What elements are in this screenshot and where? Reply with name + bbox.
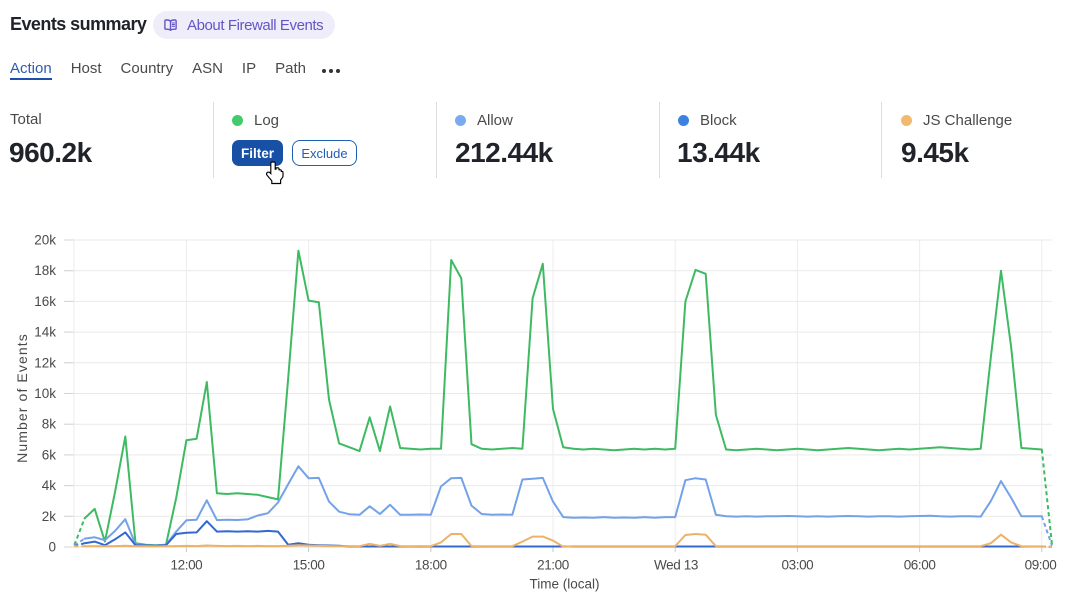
svg-text:10k: 10k [34,386,56,401]
svg-text:Number of Events: Number of Events [14,333,30,463]
svg-text:09:00: 09:00 [1025,558,1057,573]
svg-text:14k: 14k [34,325,56,340]
svg-text:15:00: 15:00 [293,558,325,573]
svg-text:18:00: 18:00 [415,558,447,573]
svg-text:18k: 18k [34,263,56,278]
svg-text:21:00: 21:00 [537,558,569,573]
svg-text:8k: 8k [42,417,57,432]
svg-text:6k: 6k [42,447,57,462]
svg-text:2k: 2k [42,509,57,524]
svg-text:0: 0 [48,540,56,555]
svg-text:20k: 20k [34,233,56,248]
svg-text:03:00: 03:00 [782,558,814,573]
svg-text:12k: 12k [34,355,56,370]
svg-text:Time (local): Time (local) [529,577,599,592]
svg-text:16k: 16k [34,294,56,309]
svg-text:06:00: 06:00 [904,558,936,573]
svg-text:12:00: 12:00 [171,558,203,573]
svg-text:Wed 13: Wed 13 [654,558,698,573]
svg-text:4k: 4k [42,478,57,493]
